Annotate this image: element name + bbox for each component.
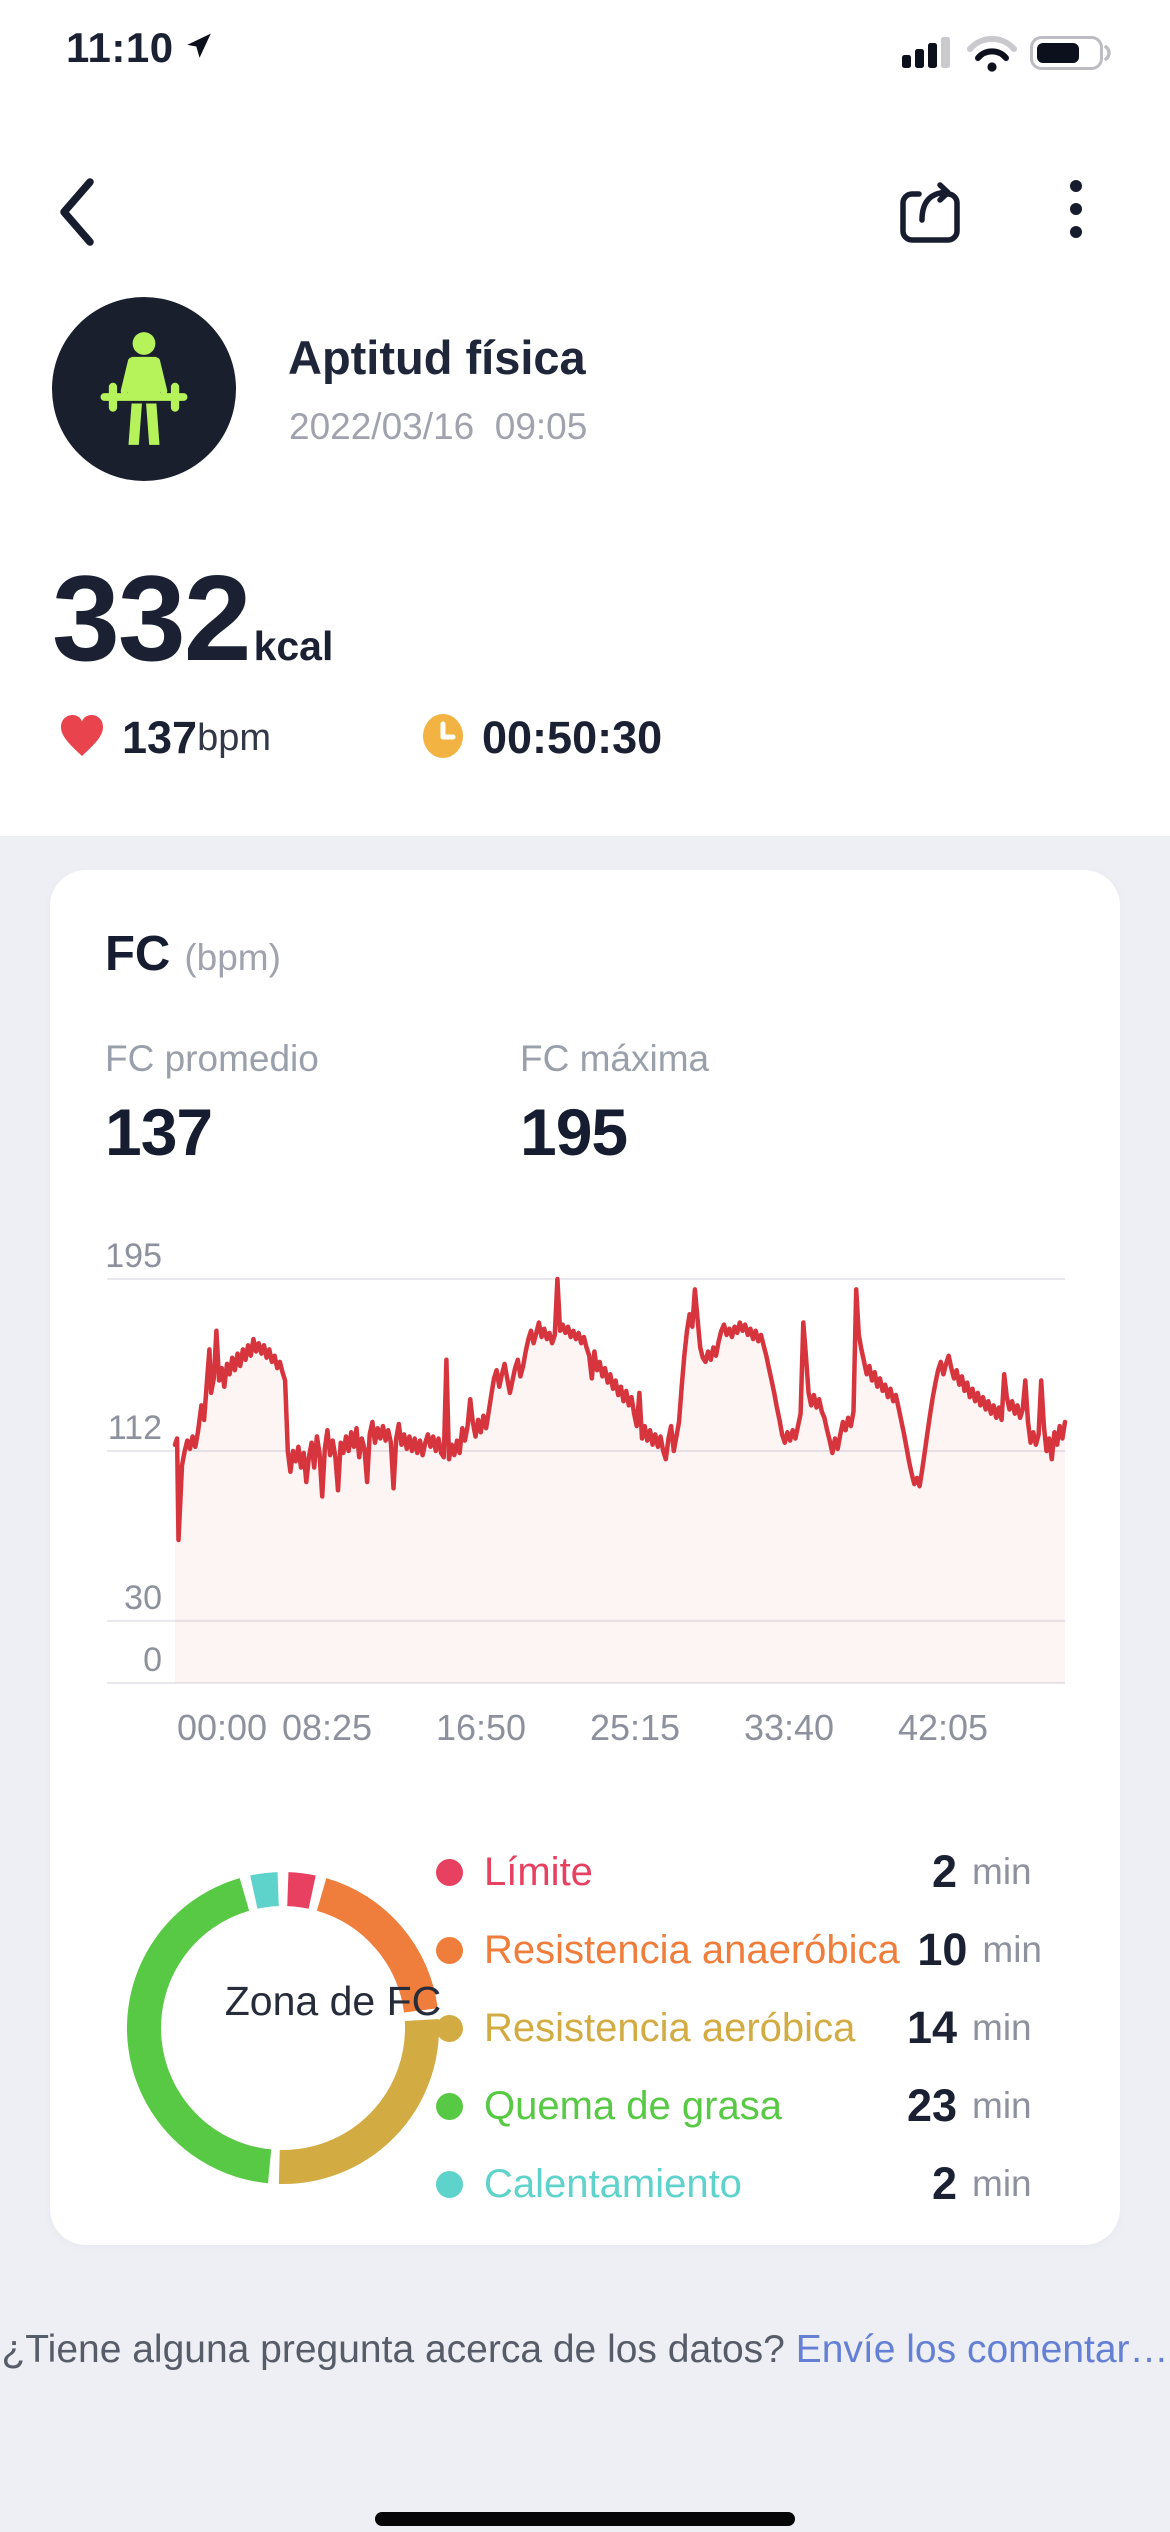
svg-text:195: 195 — [105, 1237, 162, 1275]
svg-text:42:05: 42:05 — [898, 1707, 988, 1748]
workout-datetime: 2022/03/16 09:05 — [289, 406, 588, 447]
legend-row-quema: Quema de grasa 23 min — [436, 2067, 1042, 2145]
cellular-signal-icon — [902, 36, 954, 75]
heart-rate-card: FC (bpm) FC promedio 137 FC máxima 195 1… — [50, 870, 1120, 2245]
heart-rate-value: 137 — [122, 712, 198, 763]
max-hr-label: FC máxima — [520, 1038, 710, 1079]
max-hr-stat: FC máxima 195 — [520, 1038, 709, 1170]
workout-title: Aptitud física — [288, 331, 586, 384]
calories-summary: 332 kcal — [52, 548, 333, 688]
clock-icon — [420, 713, 466, 764]
legend-row-calentamiento: Calentamiento 2 min — [436, 2145, 1042, 2223]
heart-icon — [58, 714, 106, 763]
zone-minutes: 10 — [917, 1924, 968, 1975]
zone-unit: min — [982, 1929, 1042, 1970]
legend-row-limite: Límite 2 min — [436, 1833, 1042, 1911]
feedback-question: ¿Tiene alguna pregunta acerca de los dat… — [1, 2328, 796, 2371]
zone-minutes: 2 — [931, 2158, 957, 2209]
avg-hr-value: 137 — [105, 1095, 213, 1169]
card-title-unit: (bpm) — [184, 937, 281, 978]
wifi-icon — [966, 34, 1018, 77]
hr-zones-donut-chart — [127, 1872, 439, 2184]
zone-unit: min — [972, 2007, 1032, 2048]
zone-dot-icon — [436, 1858, 463, 1886]
svg-text:08:25: 08:25 — [282, 1707, 372, 1748]
zone-label: Quema de grasa — [484, 2083, 782, 2128]
duration-summary: 00:50:30 — [420, 712, 662, 764]
zone-unit: min — [972, 2085, 1032, 2126]
zone-label: Calentamiento — [484, 2161, 742, 2206]
location-arrow-icon — [184, 31, 214, 66]
heart-rate-line-chart: 195 112 30 0 00:00 08:25 16:50 25:15 33:40 42:05 — [105, 1237, 1068, 1748]
status-bar-left: 11:10 — [66, 24, 214, 72]
zone-dot-icon — [436, 1936, 463, 1964]
svg-text:16:50: 16:50 — [436, 1707, 526, 1748]
feedback-link[interactable]: Envíe los comentar… — [795, 2328, 1169, 2371]
zone-minutes: 23 — [906, 2080, 957, 2131]
zone-minutes: 2 — [931, 1846, 957, 1897]
share-button[interactable] — [896, 172, 968, 248]
svg-text:00:00: 00:00 — [177, 1707, 267, 1748]
zone-dot-icon — [436, 2170, 463, 2198]
heart-rate-unit: bpm — [197, 716, 272, 759]
zone-dot-icon — [436, 2014, 463, 2042]
workout-type-avatar — [52, 297, 236, 481]
home-indicator[interactable] — [375, 2512, 795, 2526]
zone-minutes: 14 — [906, 2002, 957, 2053]
svg-text:112: 112 — [108, 1409, 162, 1447]
kebab-menu-icon — [1070, 180, 1082, 238]
zone-unit: min — [972, 1851, 1032, 1892]
donut-center-label: Zona de FC — [224, 1978, 442, 2024]
more-menu-button[interactable] — [1066, 176, 1086, 244]
zone-label: Límite — [484, 1849, 593, 1894]
calories-value: 332 — [52, 550, 252, 686]
calories-unit: kcal — [253, 623, 334, 669]
status-bar-right — [902, 34, 1114, 77]
battery-icon — [1030, 36, 1114, 75]
svg-text:25:15: 25:15 — [590, 1707, 680, 1748]
status-time: 11:10 — [66, 24, 174, 71]
avg-hr-stat: FC promedio 137 — [105, 1038, 319, 1170]
zone-dot-icon — [436, 2092, 463, 2120]
legend-row-anaerobica: Resistencia anaeróbica 10 min — [436, 1911, 1042, 1989]
avg-hr-label: FC promedio — [105, 1038, 319, 1079]
share-icon — [900, 182, 960, 243]
legend-row-aerobica: Resistencia aeróbica 14 min — [436, 1989, 1042, 2067]
heart-rate-summary: 137 bpm — [58, 712, 271, 764]
fitness-lifter-icon — [100, 332, 188, 445]
zone-unit: min — [972, 2163, 1032, 2204]
hr-zones-legend: Límite 2 min Resistencia anaeróbica 10 m… — [436, 1833, 1042, 2223]
card-title-text: FC — [105, 927, 171, 981]
max-hr-value: 195 — [520, 1095, 628, 1169]
svg-text:33:40: 33:40 — [744, 1707, 834, 1748]
svg-text:30: 30 — [124, 1579, 162, 1617]
chevron-left-icon — [60, 178, 94, 246]
svg-text:0: 0 — [143, 1641, 162, 1679]
zone-label: Resistencia aeróbica — [484, 2005, 856, 2050]
zone-label: Resistencia anaeróbica — [484, 1927, 900, 1972]
feedback-footer: ¿Tiene alguna pregunta acerca de los dat… — [0, 2328, 1170, 2372]
back-button[interactable] — [54, 176, 98, 248]
card-title: FC (bpm) — [105, 926, 281, 982]
duration-value: 00:50:30 — [482, 712, 663, 763]
